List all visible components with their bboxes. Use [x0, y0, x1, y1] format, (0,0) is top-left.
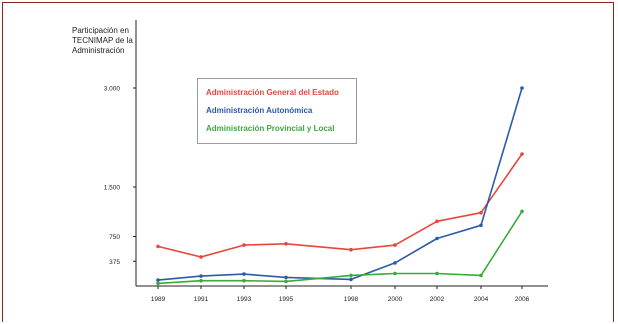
series-1-point-3 [284, 275, 288, 280]
x-tick-label-2: 1993 [237, 296, 252, 303]
series-0-point-7 [479, 210, 483, 215]
series-1-point-6 [435, 236, 439, 241]
series-0-point-8 [520, 152, 524, 156]
series-line-0 [157, 153, 523, 258]
series-1-point-7 [479, 223, 483, 228]
chart-legend: Administración General del Estado Admini… [197, 78, 357, 144]
series-1-point-5 [393, 261, 397, 265]
series-0-point-3 [284, 242, 288, 246]
legend-entry-1: Administración Autonómica [206, 106, 313, 115]
series-2-point-5 [393, 271, 397, 276]
series-2-point-4 [349, 273, 353, 278]
series-2-point-2 [242, 278, 246, 283]
series-1-point-2 [242, 272, 246, 276]
series-1-point-1 [199, 274, 203, 278]
series-2-point-8 [520, 209, 524, 214]
chart-series [156, 86, 524, 286]
x-tick-label-5: 2000 [388, 296, 403, 303]
legend-entry-0: Administración General del Estado [206, 88, 339, 97]
series-2-point-3 [284, 279, 288, 284]
x-tick-label-7: 2004 [474, 296, 489, 303]
x-tick-label-3: 1995 [279, 296, 294, 303]
series-1-point-4 [349, 277, 353, 282]
series-0-point-6 [435, 219, 439, 224]
y-tick-label-1: 750 [109, 234, 120, 241]
x-tick-label-6: 2002 [430, 296, 445, 303]
series-1-point-8 [520, 86, 524, 90]
series-2-point-0 [156, 281, 160, 286]
series-0-point-2 [242, 243, 246, 247]
y-tick-label-3: 3.000 [104, 86, 121, 93]
chart-frame [2, 2, 614, 322]
x-tick-label-8: 2006 [515, 296, 530, 303]
series-2-point-1 [199, 278, 203, 283]
series-line-2 [157, 210, 523, 285]
series-1-point-0 [156, 278, 160, 282]
x-tick-label-1: 1991 [194, 296, 209, 303]
series-2-point-6 [435, 271, 439, 276]
y-tick-label-0: 375 [109, 259, 120, 266]
series-2-point-7 [479, 273, 483, 278]
x-tick-label-4: 1998 [344, 296, 359, 303]
series-0-point-5 [393, 243, 397, 247]
series-0-point-4 [349, 247, 353, 252]
series-0-point-1 [199, 255, 203, 259]
legend-entry-2: Administración Provincial y Local [206, 124, 335, 133]
y-axis-label: Participación en TECNIMAP de la Administ… [72, 26, 133, 55]
x-tick-label-0: 1989 [151, 296, 166, 303]
series-0-point-0 [156, 244, 160, 249]
y-tick-label-2: 1.500 [104, 185, 121, 192]
chart-axes: 375 750 1.500 3.000 1989 1991 1993 1995 1998 2000… [104, 20, 548, 303]
